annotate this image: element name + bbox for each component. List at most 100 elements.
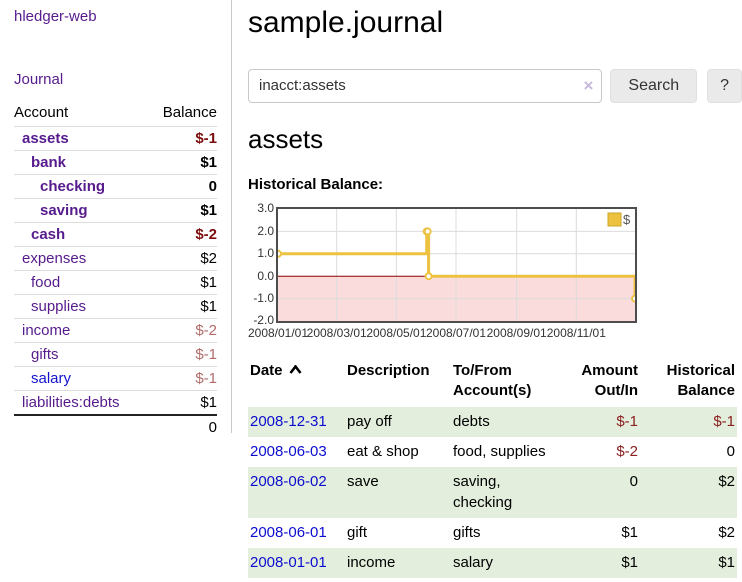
- account-row: expenses $2: [14, 246, 217, 271]
- account-balance: $1: [148, 150, 217, 175]
- account-cell: checking: [14, 174, 149, 199]
- account-cell: cash: [14, 222, 149, 247]
- transaction-balance: $2: [718, 523, 735, 541]
- account-balance: $1: [148, 294, 217, 319]
- page-title: sample.journal: [248, 6, 444, 39]
- account-cell: supplies: [14, 294, 149, 319]
- y-tick-label: -1.0: [253, 290, 274, 305]
- column-label: To/From: [453, 362, 512, 380]
- x-tick-label: 2008/07/01: [425, 326, 487, 341]
- transaction-date-link[interactable]: 2008-01-01: [250, 554, 327, 572]
- transaction-accounts: food, supplies: [453, 443, 546, 461]
- transaction-description: eat & shop: [347, 443, 419, 461]
- sidebar-item-journal[interactable]: Journal: [14, 71, 64, 88]
- transactions-column-historical: Historical Balance: [640, 359, 737, 407]
- transaction-date-link[interactable]: 2008-06-01: [250, 523, 327, 541]
- account-link[interactable]: liabilities:debts: [22, 394, 120, 411]
- account-balance: $1: [148, 270, 217, 295]
- account-row: gifts $-1: [14, 342, 217, 367]
- account-row: checking 0: [14, 174, 217, 199]
- transaction-accounts: debts: [453, 412, 490, 430]
- account-link[interactable]: saving: [40, 202, 88, 219]
- transaction-amount: $-2: [616, 443, 638, 461]
- transaction-date-link[interactable]: 2008-06-02: [250, 473, 327, 491]
- account-balance: $-1: [148, 366, 217, 391]
- account-cell: salary: [14, 366, 149, 391]
- transaction-date-cell: 2008-01-01: [248, 548, 345, 578]
- transaction-accounts: saving, checking: [453, 473, 513, 511]
- account-link[interactable]: income: [22, 322, 71, 339]
- legend-label: $: [623, 212, 631, 227]
- transactions-column-tofrom: To/From Account(s): [451, 359, 555, 407]
- chart-plot-area: $: [276, 207, 637, 324]
- account-balance: $-1: [148, 342, 217, 367]
- account-row: salary $-1: [14, 366, 217, 391]
- account-link[interactable]: supplies: [31, 298, 87, 315]
- column-label-line2: Out/In: [594, 382, 638, 400]
- account-link[interactable]: assets: [22, 130, 69, 147]
- legend-swatch: [607, 212, 622, 227]
- account-row: bank $1: [14, 150, 217, 175]
- search-input[interactable]: [248, 68, 603, 103]
- account-link[interactable]: food: [31, 274, 61, 291]
- transactions-table: Date Description To/From Account(s) Amount Ou…: [248, 359, 737, 579]
- transaction-row: 2008-12-31 pay off debts $-1 $-1: [248, 406, 737, 438]
- account-link[interactable]: salary: [31, 370, 72, 387]
- account-balance: $-2: [148, 318, 217, 343]
- transaction-date-cell: 2008-12-31: [248, 407, 345, 437]
- accounts-column-account: Account: [14, 104, 69, 121]
- transaction-balance: 0: [726, 443, 735, 461]
- account-cell: gifts: [14, 342, 149, 367]
- historical-balance-chart: 3.0 2.0 1.0 0.0 -1.0 -2.0 $ 2008/01/01 2008/03…: [248, 201, 637, 343]
- transaction-row: 2008-06-02 save saving, checking 0 $2: [248, 467, 737, 518]
- transaction-row: 2008-06-01 gift gifts $1 $2: [248, 518, 737, 548]
- transaction-amount: $1: [621, 554, 638, 572]
- account-row: saving $1: [14, 198, 217, 223]
- transaction-date-link[interactable]: 2008-06-03: [250, 443, 327, 461]
- column-label-line2: Balance: [677, 382, 735, 400]
- chart-title: Historical Balance:: [248, 176, 384, 194]
- y-tick-label: 1.0: [257, 246, 274, 261]
- account-link[interactable]: bank: [31, 154, 67, 171]
- clear-search-icon[interactable]: ×: [583, 75, 594, 95]
- accounts-total-balance: 0: [148, 414, 217, 439]
- account-cell: assets: [14, 126, 149, 151]
- x-tick-label: 2008/03/01: [306, 326, 367, 341]
- transaction-amount: $1: [621, 523, 638, 541]
- transaction-balance: $-1: [713, 412, 735, 430]
- account-cell: income: [14, 318, 149, 343]
- y-tick-label: 3.0: [257, 201, 274, 216]
- x-tick-label: 2008/09/01: [486, 326, 547, 341]
- account-link[interactable]: expenses: [22, 250, 87, 267]
- account-row: supplies $1: [14, 294, 217, 319]
- transactions-column-date[interactable]: Date: [248, 359, 345, 407]
- account-cell: saving: [14, 198, 149, 223]
- data-point-marker: [631, 294, 635, 303]
- account-balance: $2: [148, 246, 217, 271]
- transaction-balance: $1: [718, 554, 735, 572]
- transaction-description: pay off: [347, 412, 392, 430]
- account-balance: $1: [148, 198, 217, 223]
- app-brand-link[interactable]: hledger-web: [14, 8, 97, 25]
- column-label: Historical: [666, 362, 735, 380]
- transaction-accounts: gifts: [453, 523, 481, 541]
- account-link[interactable]: gifts: [31, 346, 59, 363]
- account-link[interactable]: cash: [31, 226, 66, 243]
- transaction-row: 2008-06-03 eat & shop food, supplies $-2 0: [248, 437, 737, 467]
- account-balance: $-2: [148, 222, 217, 247]
- account-cell: bank: [14, 150, 149, 175]
- search-button[interactable]: Search: [610, 68, 698, 103]
- y-tick-label: -2.0: [253, 313, 274, 328]
- account-balance: 0: [148, 174, 217, 199]
- transaction-accounts: salary: [453, 554, 494, 572]
- accounts-column-balance: Balance: [162, 104, 217, 121]
- account-heading: assets: [248, 123, 324, 154]
- column-label: Amount: [581, 362, 638, 380]
- transaction-date-link[interactable]: 2008-12-31: [250, 412, 327, 430]
- help-button[interactable]: ?: [707, 68, 742, 103]
- x-tick-label: 2008/11/01: [546, 326, 606, 341]
- account-link[interactable]: checking: [40, 178, 106, 195]
- column-label: Description: [347, 362, 430, 380]
- account-row: cash $-2: [14, 222, 217, 247]
